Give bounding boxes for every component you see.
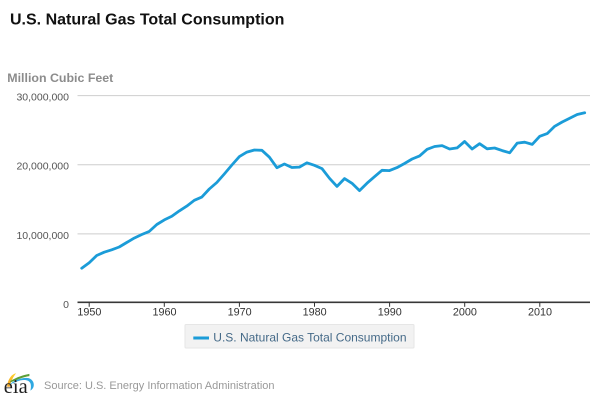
svg-text:1960: 1960 [152, 307, 176, 319]
svg-text:2010: 2010 [528, 307, 552, 319]
svg-text:2000: 2000 [453, 307, 477, 319]
svg-text:20,000,000: 20,000,000 [16, 161, 69, 173]
svg-text:0: 0 [63, 299, 69, 311]
svg-text:U.S. Natural Gas Total Consump: U.S. Natural Gas Total Consumption [10, 12, 284, 29]
svg-text:U.S. Natural Gas Total Consump: U.S. Natural Gas Total Consumption [213, 331, 406, 345]
svg-text:1950: 1950 [77, 307, 101, 319]
svg-text:1980: 1980 [303, 307, 327, 319]
svg-text:10,000,000: 10,000,000 [16, 230, 69, 242]
svg-text:Source: U.S. Energy Informatio: Source: U.S. Energy Information Administ… [44, 380, 275, 392]
svg-text:1990: 1990 [378, 307, 402, 319]
svg-text:eia: eia [4, 376, 28, 398]
svg-text:Million Cubic Feet: Million Cubic Feet [7, 71, 113, 85]
svg-text:30,000,000: 30,000,000 [16, 92, 69, 104]
svg-text:1970: 1970 [228, 307, 252, 319]
